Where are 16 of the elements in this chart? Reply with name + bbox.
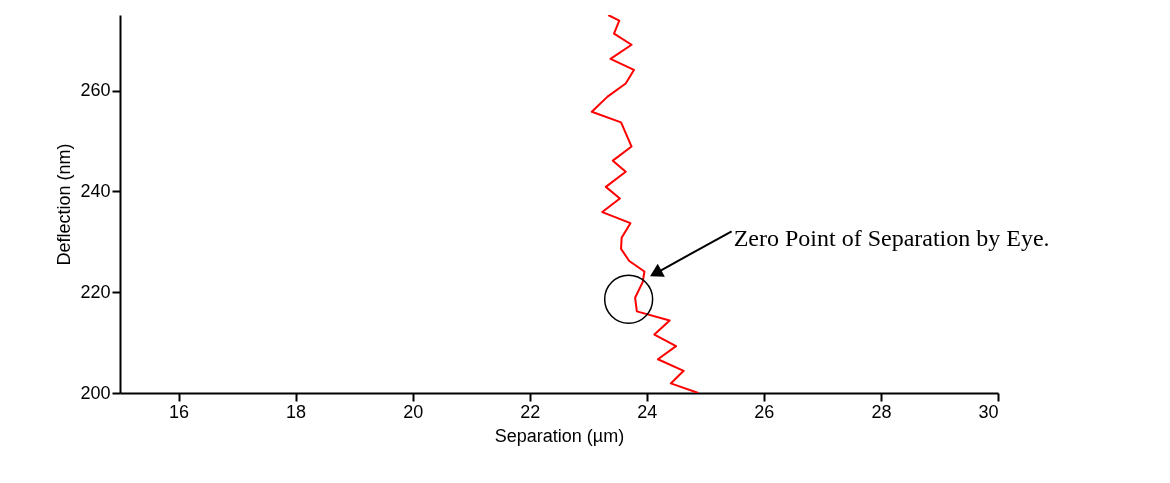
x-tick-label: 30 xyxy=(978,401,999,422)
y-tick-label: 200 xyxy=(80,382,111,403)
y-tick-label: 260 xyxy=(80,80,111,101)
annotation: Zero Point of Separation by Eye. xyxy=(733,225,1050,252)
x-axis-title: Separation (µm) xyxy=(494,425,625,446)
x-tick-label: 20 xyxy=(403,401,424,422)
x-tick-label: 16 xyxy=(169,401,190,422)
x-tick-label: 24 xyxy=(637,401,658,422)
x-tick-label: 28 xyxy=(871,401,892,422)
y-tick-label: 220 xyxy=(80,281,111,302)
x-tick-label: 18 xyxy=(286,401,307,422)
x-tick-label: 26 xyxy=(754,401,775,422)
y-tick-label: 240 xyxy=(80,180,111,201)
line-series xyxy=(590,15,700,393)
x-tick-label: 22 xyxy=(520,401,541,422)
y-axis-title: Deflection (nm) xyxy=(54,143,75,266)
